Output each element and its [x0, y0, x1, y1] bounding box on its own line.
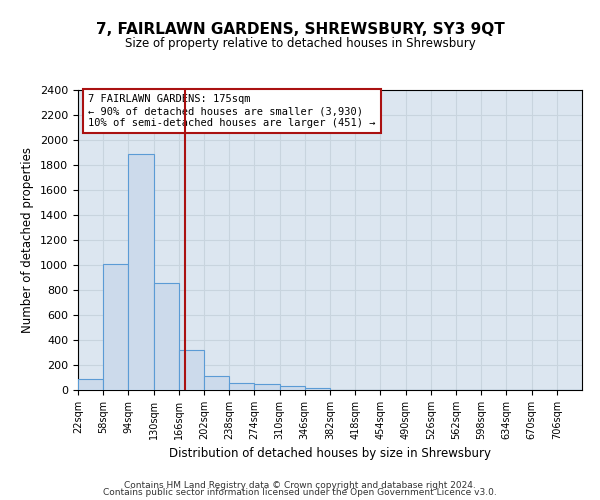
- Bar: [128, 154, 154, 390]
- Text: 7 FAIRLAWN GARDENS: 175sqm
← 90% of detached houses are smaller (3,930)
10% of s: 7 FAIRLAWN GARDENS: 175sqm ← 90% of deta…: [88, 94, 376, 128]
- Bar: [229, 383, 254, 390]
- Text: Size of property relative to detached houses in Shrewsbury: Size of property relative to detached ho…: [125, 38, 475, 51]
- Bar: [280, 386, 305, 390]
- Y-axis label: Number of detached properties: Number of detached properties: [22, 147, 34, 333]
- Text: Contains HM Land Registry data © Crown copyright and database right 2024.: Contains HM Land Registry data © Crown c…: [124, 480, 476, 490]
- X-axis label: Distribution of detached houses by size in Shrewsbury: Distribution of detached houses by size …: [169, 448, 491, 460]
- Bar: [154, 283, 179, 390]
- Bar: [103, 264, 128, 390]
- Text: Contains public sector information licensed under the Open Government Licence v3: Contains public sector information licen…: [103, 488, 497, 497]
- Bar: [305, 388, 330, 390]
- Bar: [204, 376, 229, 390]
- Bar: [179, 350, 204, 390]
- Bar: [254, 384, 280, 390]
- Text: 7, FAIRLAWN GARDENS, SHREWSBURY, SY3 9QT: 7, FAIRLAWN GARDENS, SHREWSBURY, SY3 9QT: [95, 22, 505, 38]
- Bar: [78, 379, 103, 390]
